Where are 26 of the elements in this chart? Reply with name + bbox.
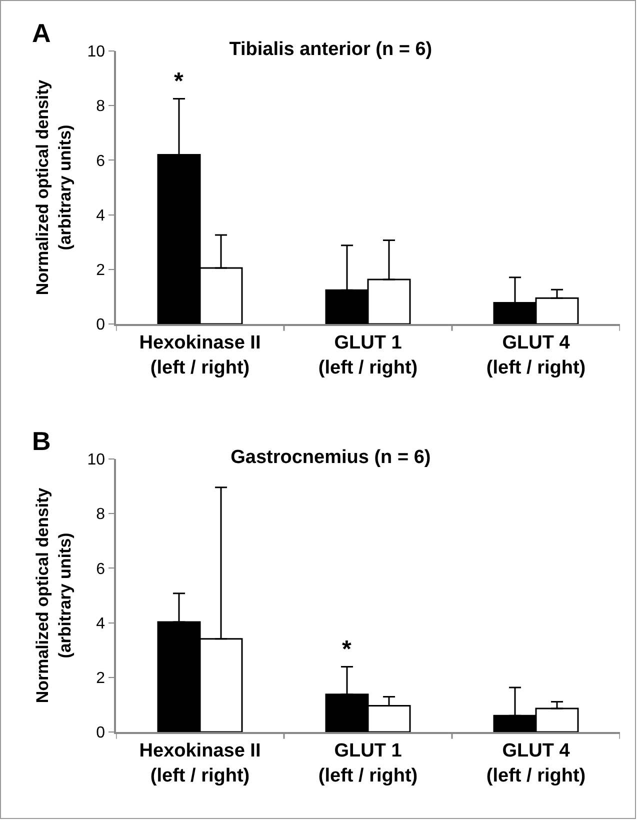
data-label: * [342, 636, 352, 663]
y-tick-label: 10 [87, 452, 106, 469]
y-tick-label: 6 [96, 152, 106, 170]
y-tick-label: 4 [96, 615, 106, 632]
chart-title: Gastrocnemius (n = 6) [230, 447, 431, 468]
text: B [32, 426, 51, 456]
x-tick-label: GLUT 4 (left / right) [486, 740, 586, 786]
y-axis-title: Normalized optical density (arbitrary units) [33, 487, 74, 704]
x-tick-label: GLUT 1 (left / right) [318, 740, 418, 786]
x-tick-label: GLUT 1 (left / right) [318, 332, 418, 378]
x-tick-label: Hexokinase II (left / right) [139, 332, 261, 378]
y-tick-label: 8 [96, 506, 106, 524]
y-tick-label: 8 [96, 98, 106, 116]
y-tick-label: 10 [87, 44, 106, 61]
y-tick-label: 2 [96, 262, 106, 279]
y-tick-label: 2 [96, 670, 106, 687]
y-tick-label: 0 [96, 724, 106, 742]
y-axis-title: Normalized optical density (arbitrary units) [33, 79, 74, 296]
y-tick-label: 6 [96, 560, 106, 578]
x-tick-label: Hexokinase II (left / right) [139, 740, 261, 786]
chart-title: Tibialis anterior (n = 6) [229, 39, 432, 60]
data-label: * [174, 68, 184, 95]
y-tick-label: 4 [96, 207, 106, 224]
x-tick-label: GLUT 4 (left / right) [486, 332, 586, 378]
y-tick-label: 0 [96, 316, 106, 334]
text: A [32, 18, 51, 48]
